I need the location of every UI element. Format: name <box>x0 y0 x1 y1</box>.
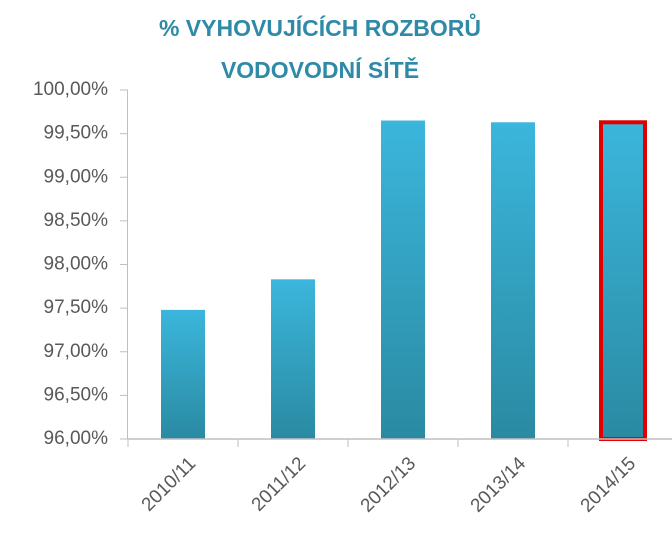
y-tick-label: 100,00% <box>33 79 108 100</box>
bar <box>491 122 535 439</box>
bar <box>161 309 205 439</box>
x-tick-label: 2010/11 <box>138 453 200 515</box>
x-tick-label: 2013/14 <box>467 453 531 517</box>
y-tick-label: 96,00% <box>44 428 109 449</box>
bar <box>381 120 425 439</box>
chart-title: VODOVODNÍ SÍTĚ <box>221 56 419 83</box>
y-tick-label: 98,00% <box>44 254 109 275</box>
y-tick-label: 98,50% <box>44 210 109 231</box>
y-tick-label: 99,50% <box>44 123 109 144</box>
x-tick-label: 2012/13 <box>357 453 420 516</box>
y-tick-label: 97,00% <box>44 341 109 362</box>
bar <box>271 279 315 439</box>
x-tick-label: 2011/12 <box>248 453 310 515</box>
bar <box>599 120 647 441</box>
chart-title: % VYHOVUJÍCÍCH ROZBORŮ <box>159 12 481 41</box>
y-tick-label: 97,50% <box>44 297 109 318</box>
y-tick-label: 99,00% <box>44 166 109 187</box>
x-tick-label: 2014/15 <box>577 453 640 516</box>
y-tick-label: 96,50% <box>44 384 109 405</box>
